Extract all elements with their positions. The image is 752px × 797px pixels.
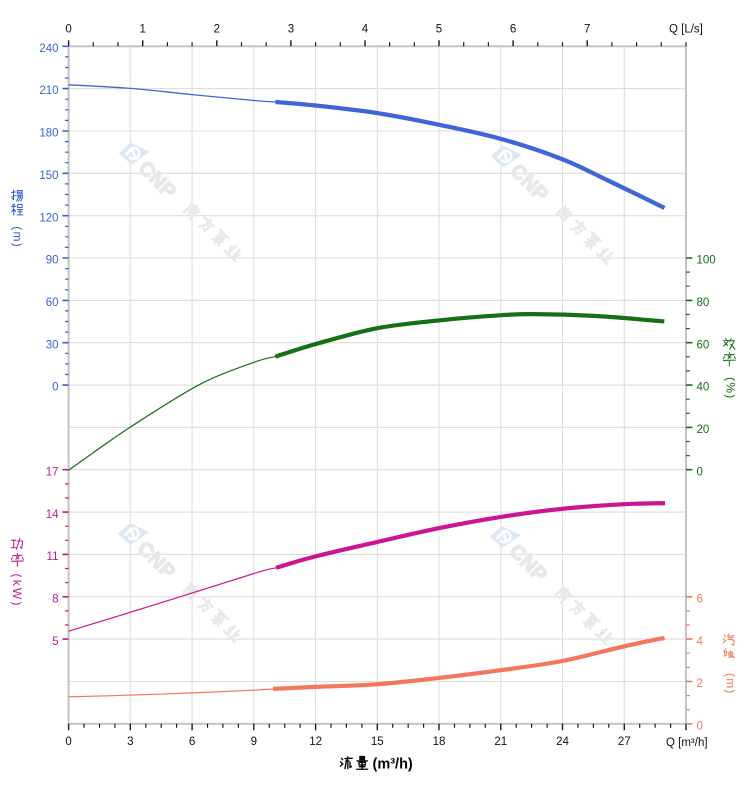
svg-text:(m³/h): (m³/h) [373,756,413,772]
svg-text:7: 7 [584,24,590,36]
svg-text:60: 60 [697,339,710,351]
svg-text:14: 14 [46,509,59,521]
svg-text:210: 210 [39,85,58,97]
svg-text:20: 20 [697,424,710,436]
svg-text:6: 6 [189,736,195,748]
svg-text:60: 60 [46,297,59,309]
svg-text:2: 2 [214,24,220,36]
svg-text:(kW): (kW) [10,574,24,608]
svg-text:6: 6 [697,594,703,606]
svg-text:3: 3 [288,24,294,36]
svg-text:80: 80 [697,297,710,309]
svg-text:5: 5 [52,636,58,648]
svg-text:1: 1 [139,24,145,36]
svg-text:90: 90 [46,255,59,267]
svg-text:40: 40 [697,382,710,394]
svg-text:240: 240 [39,43,58,55]
svg-text:4: 4 [362,24,369,36]
svg-text:0: 0 [65,736,71,748]
svg-text:3: 3 [127,736,133,748]
svg-text:24: 24 [556,736,569,748]
svg-text:120: 120 [39,212,58,224]
svg-text:21: 21 [494,736,507,748]
svg-text:30: 30 [46,339,59,351]
svg-text:11: 11 [47,551,59,563]
svg-text:100: 100 [697,255,716,267]
svg-text:0: 0 [697,466,703,478]
svg-text:(m): (m) [724,673,738,695]
svg-text:Q [m³/h]: Q [m³/h] [666,737,708,749]
svg-text:8: 8 [52,594,58,606]
svg-text:150: 150 [39,170,58,182]
svg-text:0: 0 [697,721,703,733]
svg-text:17: 17 [46,466,59,478]
svg-text:(%): (%) [724,377,738,399]
svg-text:18: 18 [433,736,446,748]
svg-text:(m): (m) [11,226,25,248]
svg-text:15: 15 [371,736,384,748]
svg-text:6: 6 [510,24,516,36]
svg-text:4: 4 [697,636,704,648]
svg-text:5: 5 [436,24,442,36]
svg-text:180: 180 [39,128,58,140]
svg-text:Q [L/s]: Q [L/s] [669,24,703,36]
svg-text:0: 0 [52,382,58,394]
svg-text:0: 0 [65,24,71,36]
svg-text:9: 9 [251,736,257,748]
svg-text:27: 27 [618,736,631,748]
svg-text:12: 12 [309,736,322,748]
svg-text:2: 2 [697,678,703,690]
